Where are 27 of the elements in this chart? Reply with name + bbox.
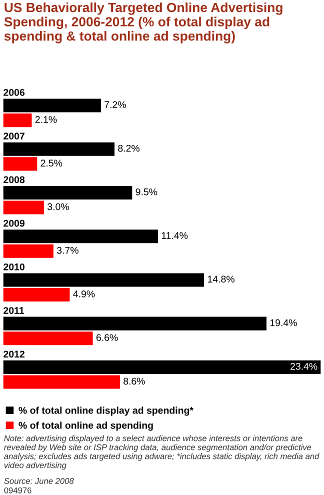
data-label: 3.0%	[47, 203, 69, 210]
y-tick-label: 2007	[4, 132, 24, 140]
legend-label: % of total online ad spending	[18, 422, 153, 431]
text: Note: advertising displayed to a select audience whose interests or intentions are revealed by Web site or ISP tracking data, audience segmentation and/or predictive analysis; excludes ads targeted using adware; *includes static display, rich media and video advertising	[4, 435, 320, 470]
data-label: 3.7%	[56, 246, 78, 254]
data-label: 7.2%	[104, 101, 126, 108]
data-label: 8.6%	[124, 378, 145, 385]
y-tick-label: 2009	[4, 220, 25, 227]
chart-title: US Behaviorally Targeted Online Advertising Spending, 2006-2012 (% of total display ad spending & total online ad spending)	[4, 2, 282, 44]
data-label: 11.4%	[162, 232, 188, 239]
data-label: 9.5%	[136, 188, 158, 196]
text: 094976	[4, 487, 32, 494]
data-label: 2.1%	[35, 116, 57, 123]
data-label: 6.6%	[96, 334, 118, 342]
data-label: 4.9%	[73, 290, 95, 298]
y-tick-label: 2012	[4, 350, 24, 358]
legend-label: % of total online display ad spending*	[18, 406, 194, 416]
source-note: Source: June 2008	[4, 478, 74, 484]
y-tick-label: 2006	[4, 89, 25, 96]
y-tick-label: 2010	[4, 263, 24, 270]
y-tick-label: 2011	[4, 307, 24, 314]
data-label: 14.8%	[208, 276, 234, 283]
y-tick-label: 2008	[4, 176, 25, 184]
data-label: 19.4%	[270, 319, 297, 326]
data-label: 2.5%	[40, 160, 62, 167]
data-label: 8.2%	[118, 144, 140, 152]
data-label: 23.4%	[290, 362, 318, 370]
